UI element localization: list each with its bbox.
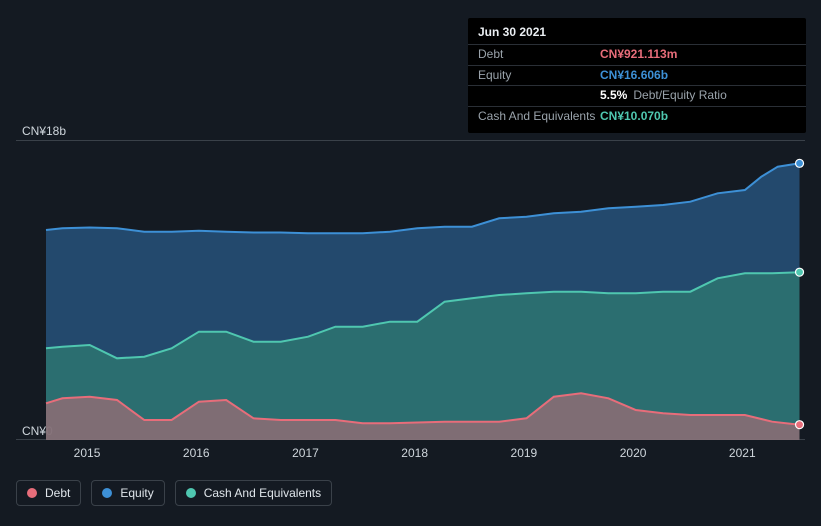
x-axis-tick-label: 2015 [74,446,101,460]
legend: Debt Equity Cash And Equivalents [16,480,332,506]
y-axis-label-max: CN¥18b [22,124,66,138]
x-axis-labels: 2015 2016 2017 2018 2019 2020 2021 [16,440,805,462]
legend-label: Cash And Equivalents [204,486,321,500]
tooltip-cash-label: Cash And Equivalents [478,110,600,124]
tooltip-equity-value: CN¥16.606b [600,69,668,83]
chart-plot[interactable] [16,140,805,440]
circle-icon [186,488,196,498]
legend-label: Debt [45,486,70,500]
tooltip-cash-value: CN¥10.070b [600,110,668,124]
legend-item-equity[interactable]: Equity [91,480,164,506]
tooltip-equity-label: Equity [478,69,600,83]
tooltip-row-debt: Debt CN¥921.113m [468,44,806,65]
tooltip-debt-label: Debt [478,48,600,62]
circle-icon [27,488,37,498]
tooltip-row-cash: Cash And Equivalents CN¥10.070b [468,106,806,127]
chart-tooltip: Jun 30 2021 Debt CN¥921.113m Equity CN¥1… [468,18,806,133]
circle-icon [102,488,112,498]
x-axis-tick-label: 2021 [729,446,756,460]
x-axis-tick-label: 2019 [511,446,538,460]
tooltip-row-equity: Equity CN¥16.606b [468,65,806,86]
tooltip-ratio-label: Debt/Equity Ratio [633,89,726,103]
tooltip-date: Jun 30 2021 [468,24,806,44]
tooltip-debt-value: CN¥921.113m [600,48,677,62]
x-axis-tick-label: 2020 [620,446,647,460]
tooltip-row-ratio: 5.5% Debt/Equity Ratio [468,85,806,106]
legend-item-cash[interactable]: Cash And Equivalents [175,480,332,506]
legend-item-debt[interactable]: Debt [16,480,81,506]
legend-label: Equity [120,486,153,500]
x-axis-tick-label: 2018 [401,446,428,460]
x-axis-tick-label: 2016 [183,446,210,460]
tooltip-ratio-value: 5.5% [600,89,627,103]
x-axis-tick-label: 2017 [292,446,319,460]
chart-svg [16,140,805,440]
